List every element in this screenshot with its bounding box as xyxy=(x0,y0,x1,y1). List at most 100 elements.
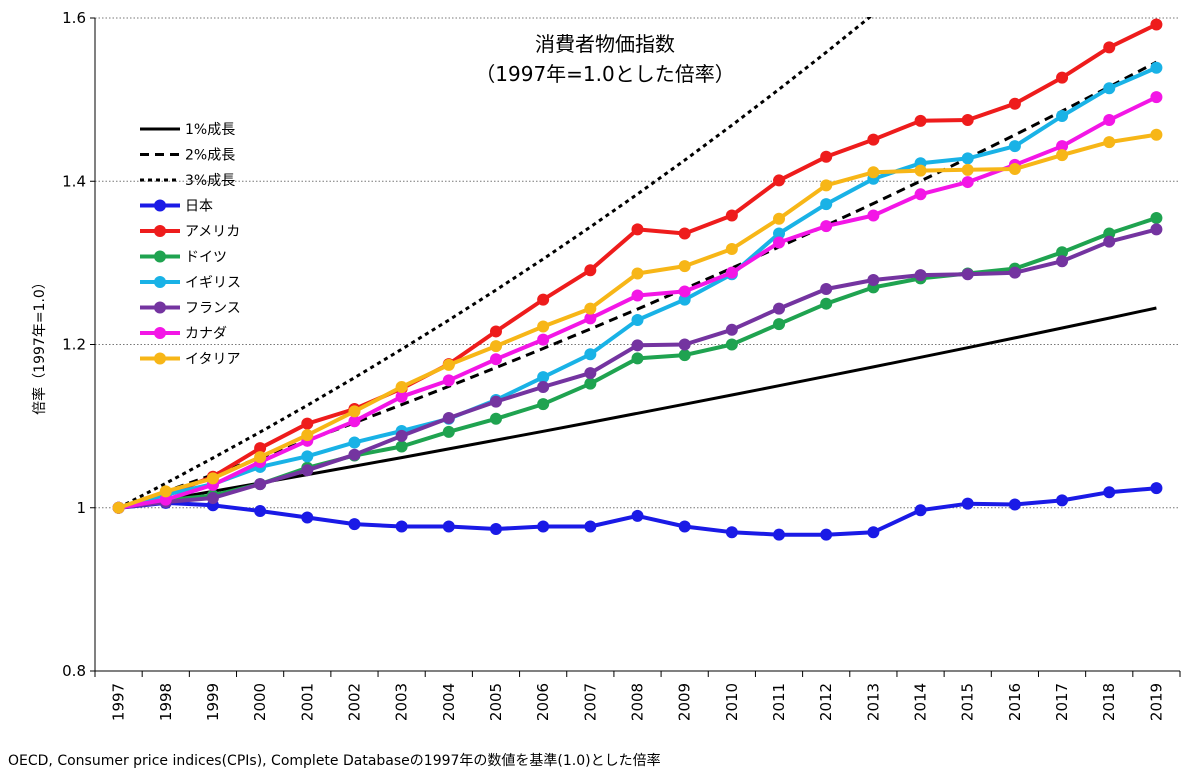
legend-label: フランス xyxy=(185,301,241,317)
data-point xyxy=(1008,498,1021,511)
legend-swatch-marker xyxy=(154,352,166,365)
data-point xyxy=(159,485,172,498)
plot-top-mask xyxy=(96,0,1181,17)
x-tick-label: 2009 xyxy=(676,683,694,721)
legend-swatch-marker xyxy=(154,225,166,237)
data-point xyxy=(867,526,880,539)
y-tick-label: 1 xyxy=(76,499,86,517)
chart-subtitle: （1997年=1.0とした倍率） xyxy=(475,62,734,86)
data-point xyxy=(254,451,267,464)
legend-label: イギリス xyxy=(185,275,241,291)
data-point xyxy=(489,353,502,366)
legend-swatch-marker xyxy=(154,199,166,212)
data-point xyxy=(1056,494,1069,507)
series-lines xyxy=(96,0,1181,541)
x-tick-label: 2013 xyxy=(864,683,882,721)
data-point xyxy=(725,323,738,336)
data-point xyxy=(914,164,927,177)
legend-label: イタリア xyxy=(185,352,240,368)
data-point xyxy=(442,520,455,533)
x-tick-label: 1999 xyxy=(204,683,222,721)
data-point xyxy=(442,411,455,424)
data-point xyxy=(395,429,408,442)
x-tick-label: 2002 xyxy=(345,683,363,721)
data-point xyxy=(1103,486,1116,499)
data-point xyxy=(725,526,738,539)
y-tick-label: 1.4 xyxy=(62,172,86,190)
data-point xyxy=(914,269,927,282)
x-tick-label: 2005 xyxy=(487,683,505,721)
data-point xyxy=(537,320,550,333)
legend-label: カナダ xyxy=(185,326,227,342)
series-ドイツ xyxy=(112,211,1163,514)
data-point xyxy=(631,339,644,352)
data-point xyxy=(773,528,786,541)
legend-item: カナダ xyxy=(140,326,227,342)
axes: 0.8 1 1.2 1.4 1.6 1997 1998 1999 2000 2001 2002 200… xyxy=(62,9,1181,721)
data-point xyxy=(112,501,125,514)
legend-swatch-marker xyxy=(154,301,166,314)
x-tick-label: 2011 xyxy=(770,683,788,721)
x-tick-label: 2019 xyxy=(1147,683,1165,721)
legend-item: イギリス xyxy=(140,275,241,291)
legend-label: 1%成長 xyxy=(185,122,235,138)
data-point xyxy=(773,302,786,315)
data-point xyxy=(537,333,550,346)
legend-item: イタリア xyxy=(140,352,240,368)
data-point xyxy=(961,114,974,127)
legend-item: 日本 xyxy=(140,199,213,215)
x-tick-label: 2000 xyxy=(251,683,269,721)
series-アメリカ xyxy=(112,18,1163,514)
data-point xyxy=(961,152,974,165)
data-point xyxy=(348,415,361,428)
data-point xyxy=(584,302,597,315)
series-日本 xyxy=(112,482,1163,541)
x-tick-label: 2003 xyxy=(393,683,411,721)
legend-item: アメリカ xyxy=(140,224,240,240)
legend-label: ドイツ xyxy=(185,250,227,266)
data-point xyxy=(489,340,502,353)
y-axis-label: 倍率（1997年=1.0） xyxy=(31,275,48,415)
data-point xyxy=(537,520,550,533)
data-point xyxy=(1150,482,1163,495)
legend-label: 3%成長 xyxy=(185,173,235,189)
x-tick-label: 2008 xyxy=(629,683,647,721)
x-tick-label: 2006 xyxy=(534,683,552,721)
source-note: OECD, Consumer price indices(CPIs), Comp… xyxy=(8,753,661,769)
chart-title-block: 消費者物価指数 （1997年=1.0とした倍率） xyxy=(475,32,734,86)
y-tick-label: 1.6 xyxy=(62,9,86,27)
x-tick-label: 2017 xyxy=(1053,683,1071,721)
x-tick-label: 2014 xyxy=(912,683,930,721)
data-point xyxy=(584,520,597,533)
data-point xyxy=(1150,91,1163,104)
series-line xyxy=(117,13,875,510)
series-フランス xyxy=(112,223,1163,514)
data-point xyxy=(584,348,597,361)
data-point xyxy=(820,528,833,541)
data-point xyxy=(301,450,314,463)
data-point xyxy=(395,440,408,453)
data-point xyxy=(961,497,974,510)
data-point xyxy=(678,520,691,533)
data-point xyxy=(631,352,644,365)
series-イギリス xyxy=(112,61,1163,514)
data-point xyxy=(206,472,219,485)
data-point xyxy=(348,405,361,418)
data-point xyxy=(631,267,644,280)
data-point xyxy=(867,209,880,222)
data-point xyxy=(631,314,644,327)
data-point xyxy=(773,174,786,187)
data-point xyxy=(489,522,502,535)
data-point xyxy=(537,380,550,393)
data-point xyxy=(631,509,644,522)
data-point xyxy=(254,478,267,491)
legend-item: 1%成長 xyxy=(140,122,235,138)
data-point xyxy=(773,318,786,331)
data-point xyxy=(1008,266,1021,279)
data-point xyxy=(395,380,408,393)
data-point xyxy=(678,285,691,298)
chart-title: 消費者物価指数 xyxy=(535,32,675,56)
legend-swatch-marker xyxy=(154,276,166,288)
data-point xyxy=(1150,61,1163,74)
series-line xyxy=(118,95,1158,510)
